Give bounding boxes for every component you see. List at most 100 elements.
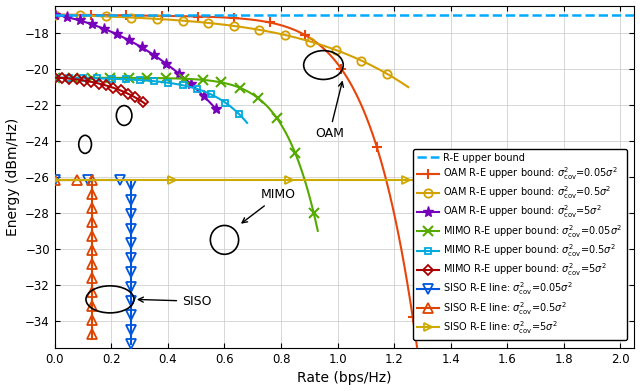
MIMO R-E upper bound: $\sigma^2_{\rm cov}$=0.5$\sigma^2$: (0.383, -20.7): $\sigma^2_{\rm cov}$=0.5$\sigma^2$: (0.3…	[159, 80, 167, 84]
SISO R-E line: $\sigma^2_{\rm cov}$=0.05$\sigma^2$: (0.27, -32.4): $\sigma^2_{\rm cov}$=0.05$\sigma^2$: (0.…	[127, 289, 135, 294]
R-E upper bound	[526, 12, 534, 17]
SISO R-E line: $\sigma^2_{\rm cov}$=0.05$\sigma^2$: (0.27, -28.1): $\sigma^2_{\rm cov}$=0.05$\sigma^2$: (0.…	[127, 212, 135, 217]
SISO R-E line: $\sigma^2_{\rm cov}$=0.5$\sigma^2$: (0.078, -26.2): $\sigma^2_{\rm cov}$=0.5$\sigma^2$: (0.0…	[73, 178, 81, 183]
MIMO R-E upper bound: $\sigma^2_{\rm cov}$=0.5$\sigma^2$: (0.561, -21.5): $\sigma^2_{\rm cov}$=0.5$\sigma^2$: (0.5…	[210, 93, 218, 98]
MIMO R-E upper bound: $\sigma^2_{\rm cov}$=0.5$\sigma^2$: (0.47, -21): $\sigma^2_{\rm cov}$=0.5$\sigma^2$: (0.4…	[184, 84, 191, 89]
SISO R-E line: $\sigma^2_{\rm cov}$=0.5$\sigma^2$: (0.13, -26.5): $\sigma^2_{\rm cov}$=0.5$\sigma^2$: (0.1…	[88, 183, 95, 187]
OAM R-E upper bound: $\sigma^2_{\rm cov}$=0.05$\sigma^2$: (0.653, -17.2): $\sigma^2_{\rm cov}$=0.05$\sigma^2$: (0.…	[236, 16, 243, 21]
SISO R-E line: $\sigma^2_{\rm cov}$=0.05$\sigma^2$: (0.27, -33.7): $\sigma^2_{\rm cov}$=0.05$\sigma^2$: (0.…	[127, 313, 135, 318]
SISO R-E line: $\sigma^2_{\rm cov}$=0.5$\sigma^2$: (0.13, -34.7): $\sigma^2_{\rm cov}$=0.5$\sigma^2$: (0.1…	[88, 332, 95, 337]
SISO R-E line: $\sigma^2_{\rm cov}$=0.5$\sigma^2$: (0.13, -28): $\sigma^2_{\rm cov}$=0.5$\sigma^2$: (0.1…	[88, 211, 95, 215]
OAM R-E upper bound: $\sigma^2_{\rm cov}$=5$\sigma^2$: (0.458, -20.5): $\sigma^2_{\rm cov}$=5$\sigma^2$: (0.458…	[180, 76, 188, 81]
SISO R-E line: $\sigma^2_{\rm cov}$=0.05$\sigma^2$: (0.27, -31.6): $\sigma^2_{\rm cov}$=0.05$\sigma^2$: (0.…	[127, 274, 135, 279]
R-E upper bound	[365, 12, 372, 17]
MIMO R-E upper bound: $\sigma^2_{\rm cov}$=5$\sigma^2$: (0.294, -21.7): $\sigma^2_{\rm cov}$=5$\sigma^2$: (0.294…	[134, 97, 142, 101]
SISO R-E line: $\sigma^2_{\rm cov}$=5$\sigma^2$: (1.04, -26.2): $\sigma^2_{\rm cov}$=5$\sigma^2$: (1.04,…	[344, 178, 351, 183]
SISO R-E line: $\sigma^2_{\rm cov}$=5$\sigma^2$: (0.207, -26.2): $\sigma^2_{\rm cov}$=5$\sigma^2$: (0.207…	[109, 178, 117, 183]
SISO R-E line: $\sigma^2_{\rm cov}$=0.5$\sigma^2$: (0.13, -34.2): $\sigma^2_{\rm cov}$=0.5$\sigma^2$: (0.1…	[88, 323, 95, 327]
SISO R-E line: $\sigma^2_{\rm cov}$=0.5$\sigma^2$: (0.13, -31.9): $\sigma^2_{\rm cov}$=0.5$\sigma^2$: (0.1…	[88, 281, 95, 285]
OAM R-E upper bound: $\sigma^2_{\rm cov}$=0.05$\sigma^2$: (0, -17): $\sigma^2_{\rm cov}$=0.05$\sigma^2$: (0,…	[51, 12, 59, 17]
OAM R-E upper bound: $\sigma^2_{\rm cov}$=5$\sigma^2$: (0.4, -19.8): $\sigma^2_{\rm cov}$=5$\sigma^2$: (0.4, …	[164, 63, 172, 67]
SISO R-E line: $\sigma^2_{\rm cov}$=0.05$\sigma^2$: (0.27, -27): $\sigma^2_{\rm cov}$=0.05$\sigma^2$: (0.…	[127, 192, 135, 197]
SISO R-E line: $\sigma^2_{\rm cov}$=0.5$\sigma^2$: (0.13, -33.7): $\sigma^2_{\rm cov}$=0.5$\sigma^2$: (0.1…	[88, 313, 95, 318]
SISO R-E line: $\sigma^2_{\rm cov}$=0.5$\sigma^2$: (0.13, -35): $\sigma^2_{\rm cov}$=0.5$\sigma^2$: (0.1…	[88, 337, 95, 341]
SISO R-E line: $\sigma^2_{\rm cov}$=0.5$\sigma^2$: (0.13, -31.4): $\sigma^2_{\rm cov}$=0.5$\sigma^2$: (0.1…	[88, 271, 95, 276]
SISO R-E line: $\sigma^2_{\rm cov}$=0.05$\sigma^2$: (0.27, -26.7): $\sigma^2_{\rm cov}$=0.05$\sigma^2$: (0.…	[127, 188, 135, 192]
SISO R-E line: $\sigma^2_{\rm cov}$=0.5$\sigma^2$: (0.13, -33.4): $\sigma^2_{\rm cov}$=0.5$\sigma^2$: (0.1…	[88, 308, 95, 313]
OAM R-E upper bound: $\sigma^2_{\rm cov}$=0.05$\sigma^2$: (0.532, -17.1): $\sigma^2_{\rm cov}$=0.05$\sigma^2$: (0.…	[202, 14, 209, 19]
SISO R-E line: $\sigma^2_{\rm cov}$=0.5$\sigma^2$: (0.13, -34.5): $\sigma^2_{\rm cov}$=0.5$\sigma^2$: (0.1…	[88, 327, 95, 332]
SISO R-E line: $\sigma^2_{\rm cov}$=0.5$\sigma^2$: (0.13, -29.6): $\sigma^2_{\rm cov}$=0.5$\sigma^2$: (0.1…	[88, 239, 95, 243]
SISO R-E line: $\sigma^2_{\rm cov}$=0.05$\sigma^2$: (0.27, -34.8): $\sigma^2_{\rm cov}$=0.05$\sigma^2$: (0.…	[127, 332, 135, 337]
OAM R-E upper bound: $\sigma^2_{\rm cov}$=0.05$\sigma^2$: (0.486, -17.1): $\sigma^2_{\rm cov}$=0.05$\sigma^2$: (0.…	[188, 14, 196, 19]
SISO R-E line: $\sigma^2_{\rm cov}$=0.5$\sigma^2$: (0.026, -26.2): $\sigma^2_{\rm cov}$=0.5$\sigma^2$: (0.0…	[58, 178, 66, 183]
SISO R-E line: $\sigma^2_{\rm cov}$=0.05$\sigma^2$: (0.27, -32.6): $\sigma^2_{\rm cov}$=0.05$\sigma^2$: (0.…	[127, 294, 135, 298]
SISO R-E line: $\sigma^2_{\rm cov}$=5$\sigma^2$: (1.45, -30.5): $\sigma^2_{\rm cov}$=5$\sigma^2$: (1.45,…	[461, 256, 468, 260]
OAM R-E upper bound: $\sigma^2_{\rm cov}$=0.05$\sigma^2$: (0.861, -17.9): $\sigma^2_{\rm cov}$=0.05$\sigma^2$: (0.…	[294, 29, 302, 34]
Line: MIMO R-E upper bound: $\sigma^2_{\rm cov}$=5$\sigma^2$: MIMO R-E upper bound: $\sigma^2_{\rm cov…	[51, 74, 148, 107]
Y-axis label: Energy (dBm/Hz): Energy (dBm/Hz)	[6, 118, 20, 236]
SISO R-E line: $\sigma^2_{\rm cov}$=0.05$\sigma^2$: (0.27, -34.5): $\sigma^2_{\rm cov}$=0.05$\sigma^2$: (0.…	[127, 328, 135, 332]
OAM R-E upper bound: $\sigma^2_{\rm cov}$=5$\sigma^2$: (0.156, -17.7): $\sigma^2_{\rm cov}$=5$\sigma^2$: (0.156…	[95, 25, 103, 29]
Legend: R-E upper bound, OAM R-E upper bound: $\sigma^2_{\rm cov}$=0.05$\sigma^2$, OAM R: R-E upper bound, OAM R-E upper bound: $\…	[413, 149, 627, 340]
SISO R-E line: $\sigma^2_{\rm cov}$=0.05$\sigma^2$: (0.27, -27.8): $\sigma^2_{\rm cov}$=0.05$\sigma^2$: (0.…	[127, 207, 135, 212]
R-E upper bound	[326, 12, 334, 17]
SISO R-E line: $\sigma^2_{\rm cov}$=0.5$\sigma^2$: (0.13, -27): $\sigma^2_{\rm cov}$=0.5$\sigma^2$: (0.1…	[88, 192, 95, 197]
SISO R-E line: $\sigma^2_{\rm cov}$=0.5$\sigma^2$: (0.13, -30.3): $\sigma^2_{\rm cov}$=0.5$\sigma^2$: (0.1…	[88, 253, 95, 257]
OAM R-E upper bound: $\sigma^2_{\rm cov}$=0.5$\sigma^2$: (0.723, -17.8): $\sigma^2_{\rm cov}$=0.5$\sigma^2$: (0.7…	[255, 27, 263, 32]
Line: OAM R-E upper bound: $\sigma^2_{\rm cov}$=0.5$\sigma^2$: OAM R-E upper bound: $\sigma^2_{\rm cov}…	[51, 11, 412, 91]
MIMO R-E upper bound: $\sigma^2_{\rm cov}$=0.05$\sigma^2$: (0, -20.5): $\sigma^2_{\rm cov}$=0.05$\sigma^2$: (0,…	[51, 75, 59, 80]
SISO R-E line: $\sigma^2_{\rm cov}$=0.05$\sigma^2$: (0.0771, -26.2): $\sigma^2_{\rm cov}$=0.05$\sigma^2$: (0.…	[73, 178, 81, 183]
SISO R-E line: $\sigma^2_{\rm cov}$=0.5$\sigma^2$: (0.13, -27.8): $\sigma^2_{\rm cov}$=0.5$\sigma^2$: (0.1…	[88, 206, 95, 211]
SISO R-E line: $\sigma^2_{\rm cov}$=0.05$\sigma^2$: (0.27, -29.7): $\sigma^2_{\rm cov}$=0.05$\sigma^2$: (0.…	[127, 241, 135, 246]
R-E upper bound	[51, 12, 59, 17]
MIMO R-E upper bound: $\sigma^2_{\rm cov}$=0.05$\sigma^2$: (0.248, -20.5): $\sigma^2_{\rm cov}$=0.05$\sigma^2$: (0.…	[121, 75, 129, 80]
SISO R-E line: $\sigma^2_{\rm cov}$=0.05$\sigma^2$: (0.154, -26.2): $\sigma^2_{\rm cov}$=0.05$\sigma^2$: (0.…	[95, 178, 102, 183]
SISO R-E line: $\sigma^2_{\rm cov}$=0.5$\sigma^2$: (0.13, -26.7): $\sigma^2_{\rm cov}$=0.5$\sigma^2$: (0.1…	[88, 187, 95, 192]
SISO R-E line: $\sigma^2_{\rm cov}$=0.05$\sigma^2$: (0.27, -30.2): $\sigma^2_{\rm cov}$=0.05$\sigma^2$: (0.…	[127, 250, 135, 255]
SISO R-E line: $\sigma^2_{\rm cov}$=0.5$\sigma^2$: (0.13, -28.3): $\sigma^2_{\rm cov}$=0.5$\sigma^2$: (0.1…	[88, 215, 95, 220]
SISO R-E line: $\sigma^2_{\rm cov}$=5$\sigma^2$: (1.45, -26.2): $\sigma^2_{\rm cov}$=5$\sigma^2$: (1.45,…	[461, 178, 468, 183]
Line: SISO R-E line: $\sigma^2_{\rm cov}$=5$\sigma^2$: SISO R-E line: $\sigma^2_{\rm cov}$=5$\s…	[51, 176, 469, 339]
OAM R-E upper bound: $\sigma^2_{\rm cov}$=0.05$\sigma^2$: (1.28, -35.4): $\sigma^2_{\rm cov}$=0.05$\sigma^2$: (1.…	[413, 344, 421, 349]
SISO R-E line: $\sigma^2_{\rm cov}$=0.05$\sigma^2$: (0.27, -29.4): $\sigma^2_{\rm cov}$=0.05$\sigma^2$: (0.…	[127, 236, 135, 240]
SISO R-E line: $\sigma^2_{\rm cov}$=0.5$\sigma^2$: (0.13, -31.6): $\sigma^2_{\rm cov}$=0.5$\sigma^2$: (0.1…	[88, 276, 95, 281]
SISO R-E line: $\sigma^2_{\rm cov}$=0.5$\sigma^2$: (0.104, -26.2): $\sigma^2_{\rm cov}$=0.5$\sigma^2$: (0.1…	[81, 178, 88, 183]
MIMO R-E upper bound: $\sigma^2_{\rm cov}$=0.05$\sigma^2$: (0.0561, -20.5): $\sigma^2_{\rm cov}$=0.05$\sigma^2$: (0.…	[67, 75, 74, 80]
Line: OAM R-E upper bound: $\sigma^2_{\rm cov}$=0.05$\sigma^2$: OAM R-E upper bound: $\sigma^2_{\rm cov}…	[50, 10, 422, 352]
SISO R-E line: $\sigma^2_{\rm cov}$=0.05$\sigma^2$: (0.116, -26.2): $\sigma^2_{\rm cov}$=0.05$\sigma^2$: (0.…	[84, 178, 92, 183]
OAM R-E upper bound: $\sigma^2_{\rm cov}$=0.05$\sigma^2$: (0.446, -17.1): $\sigma^2_{\rm cov}$=0.05$\sigma^2$: (0.…	[177, 14, 185, 18]
Line: OAM R-E upper bound: $\sigma^2_{\rm cov}$=5$\sigma^2$: OAM R-E upper bound: $\sigma^2_{\rm cov}…	[49, 9, 225, 118]
SISO R-E line: $\sigma^2_{\rm cov}$=5$\sigma^2$: (1.45, -34.8): $\sigma^2_{\rm cov}$=5$\sigma^2$: (1.45,…	[461, 333, 468, 338]
SISO R-E line: $\sigma^2_{\rm cov}$=0.05$\sigma^2$: (0.27, -32.9): $\sigma^2_{\rm cov}$=0.05$\sigma^2$: (0.…	[127, 299, 135, 303]
SISO R-E line: $\sigma^2_{\rm cov}$=0.5$\sigma^2$: (0.13, -29): $\sigma^2_{\rm cov}$=0.5$\sigma^2$: (0.1…	[88, 230, 95, 234]
SISO R-E line: $\sigma^2_{\rm cov}$=0.05$\sigma^2$: (0.27, -32.1): $\sigma^2_{\rm cov}$=0.05$\sigma^2$: (0.…	[127, 284, 135, 289]
MIMO R-E upper bound: $\sigma^2_{\rm cov}$=5$\sigma^2$: (0.165, -20.9): $\sigma^2_{\rm cov}$=5$\sigma^2$: (0.165…	[98, 82, 106, 86]
SISO R-E line: $\sigma^2_{\rm cov}$=0.05$\sigma^2$: (0.27, -28.6): $\sigma^2_{\rm cov}$=0.05$\sigma^2$: (0.…	[127, 221, 135, 226]
SISO R-E line: $\sigma^2_{\rm cov}$=0.05$\sigma^2$: (0.27, -33.4): $\sigma^2_{\rm cov}$=0.05$\sigma^2$: (0.…	[127, 308, 135, 313]
R-E upper bound	[630, 12, 638, 17]
SISO R-E line: $\sigma^2_{\rm cov}$=0.05$\sigma^2$: (0.27, -31.3): $\sigma^2_{\rm cov}$=0.05$\sigma^2$: (0.…	[127, 270, 135, 274]
SISO R-E line: $\sigma^2_{\rm cov}$=0.5$\sigma^2$: (0.13, -31.1): $\sigma^2_{\rm cov}$=0.5$\sigma^2$: (0.1…	[88, 267, 95, 271]
X-axis label: Rate (bps/Hz): Rate (bps/Hz)	[298, 371, 392, 386]
OAM R-E upper bound: $\sigma^2_{\rm cov}$=0.5$\sigma^2$: (0.863, -18.3): $\sigma^2_{\rm cov}$=0.5$\sigma^2$: (0.8…	[295, 36, 303, 41]
SISO R-E line: $\sigma^2_{\rm cov}$=0.05$\sigma^2$: (0.27, -30.8): $\sigma^2_{\rm cov}$=0.05$\sigma^2$: (0.…	[127, 260, 135, 265]
SISO R-E line: $\sigma^2_{\rm cov}$=0.5$\sigma^2$: (0.13, -30.9): $\sigma^2_{\rm cov}$=0.5$\sigma^2$: (0.1…	[88, 262, 95, 267]
MIMO R-E upper bound: $\sigma^2_{\rm cov}$=5$\sigma^2$: (0.0743, -20.6): $\sigma^2_{\rm cov}$=5$\sigma^2$: (0.074…	[72, 77, 80, 82]
SISO R-E line: $\sigma^2_{\rm cov}$=0.5$\sigma^2$: (0.13, -28.8): $\sigma^2_{\rm cov}$=0.5$\sigma^2$: (0.1…	[88, 225, 95, 230]
SISO R-E line: $\sigma^2_{\rm cov}$=0.5$\sigma^2$: (0.13, -32.2): $\sigma^2_{\rm cov}$=0.5$\sigma^2$: (0.1…	[88, 285, 95, 290]
MIMO R-E upper bound: $\sigma^2_{\rm cov}$=5$\sigma^2$: (0.304, -21.8): $\sigma^2_{\rm cov}$=5$\sigma^2$: (0.304…	[137, 99, 145, 103]
OAM R-E upper bound: $\sigma^2_{\rm cov}$=0.5$\sigma^2$: (1.25, -21): $\sigma^2_{\rm cov}$=0.5$\sigma^2$: (1.2…	[404, 85, 412, 90]
SISO R-E line: $\sigma^2_{\rm cov}$=0.5$\sigma^2$: (0, -26.2): $\sigma^2_{\rm cov}$=0.5$\sigma^2$: (0, …	[51, 178, 59, 183]
SISO R-E line: $\sigma^2_{\rm cov}$=0.05$\sigma^2$: (0.27, -28.3): $\sigma^2_{\rm cov}$=0.05$\sigma^2$: (0.…	[127, 217, 135, 221]
SISO R-E line: $\sigma^2_{\rm cov}$=0.05$\sigma^2$: (0.27, -28.9): $\sigma^2_{\rm cov}$=0.05$\sigma^2$: (0.…	[127, 226, 135, 231]
SISO R-E line: $\sigma^2_{\rm cov}$=0.5$\sigma^2$: (0.13, -32.9): $\sigma^2_{\rm cov}$=0.5$\sigma^2$: (0.1…	[88, 300, 95, 304]
SISO R-E line: $\sigma^2_{\rm cov}$=0.5$\sigma^2$: (0.13, -29.8): $\sigma^2_{\rm cov}$=0.5$\sigma^2$: (0.1…	[88, 243, 95, 248]
SISO R-E line: $\sigma^2_{\rm cov}$=0.05$\sigma^2$: (0.27, -31.8): $\sigma^2_{\rm cov}$=0.05$\sigma^2$: (0.…	[127, 279, 135, 284]
MIMO R-E upper bound: $\sigma^2_{\rm cov}$=0.5$\sigma^2$: (0.356, -20.7): $\sigma^2_{\rm cov}$=0.5$\sigma^2$: (0.3…	[152, 79, 159, 84]
OAM R-E upper bound: $\sigma^2_{\rm cov}$=0.5$\sigma^2$: (1.2, -20.5): $\sigma^2_{\rm cov}$=0.5$\sigma^2$: (1.2…	[390, 75, 398, 80]
SISO R-E line: $\sigma^2_{\rm cov}$=0.5$\sigma^2$: (0.13, -29.3): $\sigma^2_{\rm cov}$=0.5$\sigma^2$: (0.1…	[88, 234, 95, 239]
SISO R-E line: $\sigma^2_{\rm cov}$=0.5$\sigma^2$: (0.052, -26.2): $\sigma^2_{\rm cov}$=0.5$\sigma^2$: (0.0…	[66, 178, 74, 183]
SISO R-E line: $\sigma^2_{\rm cov}$=0.05$\sigma^2$: (0.27, -35): $\sigma^2_{\rm cov}$=0.05$\sigma^2$: (0.…	[127, 337, 135, 342]
OAM R-E upper bound: $\sigma^2_{\rm cov}$=5$\sigma^2$: (0, -17): $\sigma^2_{\rm cov}$=5$\sigma^2$: (0, -1…	[51, 12, 59, 17]
